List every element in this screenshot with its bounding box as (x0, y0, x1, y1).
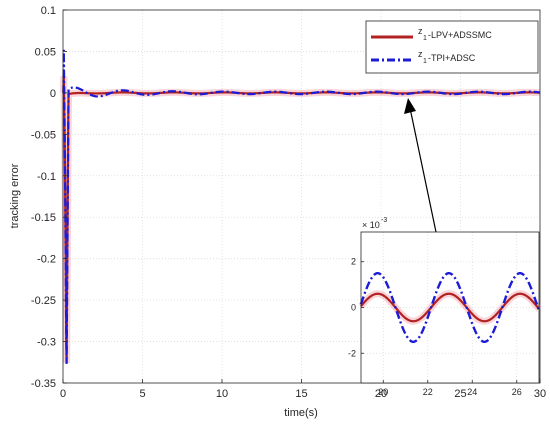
y-tick-label: -0.25 (31, 295, 56, 307)
inset-series-group (358, 271, 542, 344)
y-tick-label: -0.15 (31, 212, 56, 224)
y-tick-label: -0.1 (37, 171, 56, 183)
main-series-group (59, 49, 541, 364)
x-axis-label: time(s) (284, 407, 318, 419)
legend-label-red-text: -LPV+ADSSMC (428, 30, 492, 40)
y-tick-label: 0 (50, 88, 56, 100)
legend-label-blue-text: -TPI+ADSC (428, 53, 476, 63)
annotation-arrow-line (409, 107, 437, 233)
inset-x-tick-label: 22 (423, 387, 433, 397)
y-tick-label: -0.3 (37, 337, 56, 349)
main-ticks: 0 5 10 15 20 25 300.10.050-0.05-0.1-0.15-0.2-0… (31, 5, 546, 400)
y-tick-label: -0.05 (31, 129, 56, 141)
x-tick-label: 25 (454, 388, 466, 400)
inset-y-tick-label: -2 (348, 348, 356, 358)
inset-plot-area (361, 232, 539, 383)
legend-label-red-main: z (418, 26, 423, 36)
main-grid (63, 10, 540, 383)
x-tick-label: 5 (139, 388, 145, 400)
legend-label-blue-main: z (418, 49, 423, 59)
x-tick-label: 10 (216, 388, 228, 400)
inset-y-tick-label: 2 (351, 257, 356, 267)
x-tick-label: 0 (60, 388, 66, 400)
legend-box (365, 20, 539, 74)
y-tick-label: -0.35 (31, 378, 56, 390)
inset-series-line-tpi-adsc (359, 271, 541, 344)
legend: z 1 -LPV+ADSSMC z 1 -TPI+ADSC (365, 20, 539, 74)
y-tick-label: -0.2 (37, 254, 56, 266)
inset-grid (361, 232, 539, 383)
y-tick-label: 0.05 (35, 46, 56, 58)
legend-label-blue-sub: 1 (423, 58, 427, 65)
inset-multiplier-exponent: -3 (381, 217, 387, 224)
inset-multiplier: × 10 (362, 220, 380, 230)
x-tick-label: 30 (534, 388, 546, 400)
inset-x-tick-label: 26 (512, 387, 522, 397)
inset-y-tick-label: 0 (351, 303, 356, 313)
inset-x-tick-label: 20 (378, 387, 388, 397)
series-line-tpi-adsc (62, 49, 541, 364)
inset-x-tick-label: 24 (467, 387, 477, 397)
y-axis-label: tracking error (9, 163, 21, 228)
inset-series-line-lpv-adssmc (360, 292, 540, 323)
annotation-arrow-head (404, 98, 416, 114)
x-tick-label: 20 (375, 388, 387, 400)
x-tick-label: 15 (295, 388, 307, 400)
y-tick-label: 0.1 (41, 5, 56, 17)
legend-label-red-sub: 1 (423, 35, 427, 42)
